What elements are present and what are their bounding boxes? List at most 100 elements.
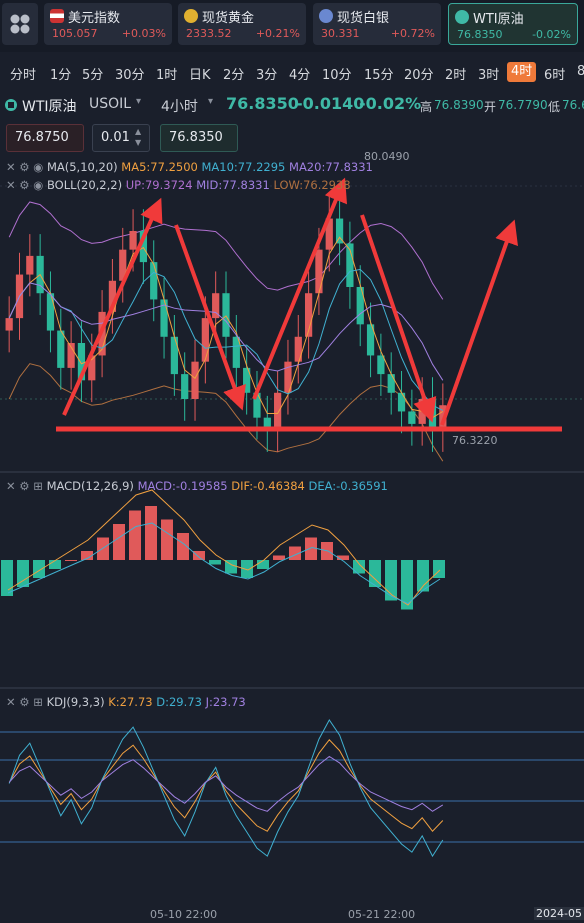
high-label: 高 (420, 100, 433, 114)
candle-body (243, 367, 251, 393)
quote-card-dxy[interactable]: 美元指数 105.057 +0.03% (44, 3, 172, 45)
candle-body (201, 318, 209, 362)
tf-tab[interactable]: 分时 (10, 68, 37, 83)
sell-price-input[interactable]: 76.8750 (6, 124, 84, 152)
kdj-legend: ✕ ⚙ ⊞ KDJ(9,3,3) K:27.73 D:29.73 J:23.73 (6, 695, 246, 709)
macd-bar (337, 555, 349, 560)
settings-icon[interactable]: ⚙ (19, 695, 30, 709)
current-price: 76.8350 (226, 94, 299, 113)
tf-tab[interactable]: 5分 (82, 68, 104, 83)
tf-tab[interactable]: 4分 (289, 68, 311, 83)
tf-tab[interactable]: 6时 (544, 68, 566, 83)
macd-bar (113, 524, 125, 560)
menu-button[interactable] (2, 3, 38, 45)
price-change: -0.0140 (296, 94, 365, 113)
close-icon[interactable]: ✕ (6, 695, 16, 709)
settings-icon[interactable]: ⚙ (19, 479, 30, 493)
ma5-line (8, 236, 444, 419)
candle-body (108, 280, 117, 312)
dea-value: DEA:-0.36591 (308, 479, 388, 493)
close-icon[interactable]: ✕ (6, 160, 16, 174)
dif-value: DIF:-0.46384 (231, 479, 305, 493)
tf-tab[interactable]: 10分 (322, 68, 352, 83)
macd-bar (353, 560, 365, 574)
candle-body (253, 392, 261, 418)
ma10-line (8, 268, 444, 411)
x-tick-label: 2024-05 (534, 907, 584, 920)
tf-tab[interactable]: 1分 (50, 68, 72, 83)
boll-upper-line (8, 201, 444, 300)
lot-input[interactable]: 0.01 (92, 124, 150, 152)
ma20-line (8, 282, 444, 381)
quote-card-wti[interactable]: WTI原油 76.8350 -0.02% (448, 3, 578, 45)
candle-body (304, 293, 313, 337)
instrument-name[interactable]: WTI原油 (22, 99, 77, 115)
kdj-k-line (8, 739, 444, 832)
settings-icon[interactable]: ⚙ (19, 178, 30, 192)
tf-tab[interactable]: 2时 (445, 68, 467, 83)
tf-tab-active[interactable]: 4时 (507, 62, 537, 82)
low-annotation: 76.3220 (452, 434, 498, 447)
candle-body (284, 361, 292, 393)
candle-body (77, 343, 86, 381)
trend-arrow (440, 219, 518, 426)
chevron-down-icon[interactable]: ▾ (136, 96, 142, 107)
eye-icon[interactable]: ◉ (33, 160, 44, 174)
quote-price: 105.057 (52, 27, 98, 40)
quote-name: 现货黄金 (202, 11, 255, 26)
lot-stepper[interactable]: ▲ ▼ (135, 127, 142, 147)
macd-bar (177, 533, 189, 560)
candle-body (294, 336, 302, 362)
macd-legend: ✕ ⚙ ⊞ MACD(12,26,9) MACD:-0.19585 DIF:-0… (6, 479, 388, 493)
settings-icon[interactable]: ⚙ (19, 160, 30, 174)
quote-price: 30.331 (321, 27, 360, 40)
candle-body (346, 243, 354, 287)
j-value: J:23.73 (205, 695, 246, 709)
candle-body (160, 299, 168, 337)
tf-tab[interactable]: 8 (577, 64, 584, 79)
buy-price-input[interactable]: 76.8350 (160, 124, 238, 152)
instrument-code[interactable]: USOIL (89, 96, 132, 112)
candle-body (139, 231, 148, 263)
oil-icon (455, 10, 469, 24)
close-icon[interactable]: ✕ (6, 178, 16, 192)
boll-lower-line (8, 363, 444, 462)
tf-tab[interactable]: 3时 (478, 68, 500, 83)
candle-body (222, 293, 230, 337)
macd-bar (17, 560, 29, 587)
quote-card-silver[interactable]: 现货白银 30.331 +0.72% (313, 3, 441, 45)
macd-bar (401, 560, 413, 610)
dea-line (7, 522, 441, 605)
tf-tab[interactable]: 3分 (256, 68, 278, 83)
quote-card-gold[interactable]: 现货黄金 2333.52 +0.21% (178, 3, 306, 45)
tf-tab[interactable]: 1时 (156, 68, 178, 83)
macd-bar (385, 560, 397, 601)
candle-body (119, 249, 127, 281)
chevron-down-icon[interactable]: ▾ (208, 96, 214, 107)
macd-bar (369, 560, 381, 587)
add-indicator-icon[interactable]: ⊞ (33, 695, 43, 709)
tf-tab[interactable]: 2分 (223, 68, 245, 83)
tf-tab[interactable]: 30分 (115, 68, 145, 83)
period-select[interactable]: 4小时 (161, 99, 198, 115)
timeframe-bar: 分时 1分 5分 30分 1时 日K 2分 3分 4分 10分 15分 20分 … (0, 60, 584, 86)
quote-name: 现货白银 (337, 11, 390, 26)
candle-body (170, 336, 178, 375)
eye-icon[interactable]: ◉ (33, 178, 44, 192)
tf-tab[interactable]: 20分 (404, 68, 434, 83)
tf-tab[interactable]: 日K (189, 68, 211, 83)
high-annotation: 80.0490 (364, 150, 410, 163)
close-icon[interactable]: ✕ (6, 479, 16, 493)
quote-change: -0.02% (532, 28, 571, 41)
add-indicator-icon[interactable]: ⊞ (33, 479, 43, 493)
macd-bar (145, 506, 157, 560)
boll-mid-value: MID:77.8331 (196, 178, 270, 192)
candle-body (5, 318, 13, 331)
macd-bar (49, 560, 61, 569)
boll-low-value: LOW:76.2938 (273, 178, 351, 192)
chart-area[interactable] (0, 155, 584, 923)
tf-tab[interactable]: 15分 (364, 68, 394, 83)
price-change-pct: -0.02% (359, 94, 422, 113)
k-value: K:27.73 (108, 695, 153, 709)
macd-value: MACD:-0.19585 (137, 479, 228, 493)
